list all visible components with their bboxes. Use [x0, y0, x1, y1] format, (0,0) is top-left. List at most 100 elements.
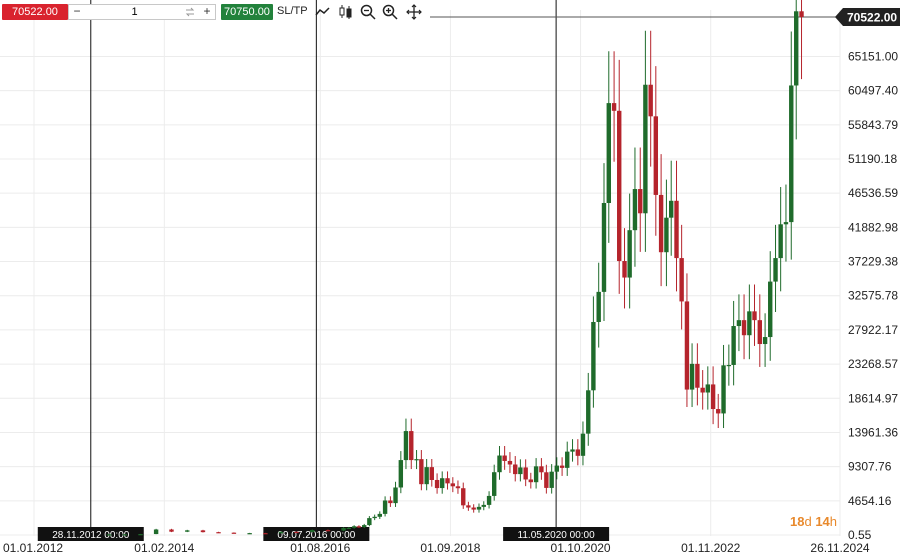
candle-body: [580, 433, 586, 456]
period-marker-label: 28.11.2012 00:00: [52, 530, 130, 541]
zoom-in-icon[interactable]: [381, 3, 399, 21]
candle-body: [518, 467, 523, 475]
bearish-candle: [716, 393, 721, 429]
candle-body: [648, 84, 653, 117]
bullish-candle: [367, 516, 372, 527]
candle-body: [591, 321, 596, 391]
candle-body: [679, 258, 684, 302]
candle-body: [533, 466, 539, 483]
bearish-candle: [658, 154, 664, 287]
quantity-decrease-button[interactable]: −: [73, 4, 81, 18]
bullish-candle: [731, 300, 736, 386]
candle-body: [741, 320, 747, 336]
order-toolbar: 70522.00 − + 70750.00 SL/TP: [0, 0, 430, 24]
candle-body: [789, 85, 794, 223]
candle-body: [731, 326, 736, 365]
period-marker-label: 11.05.2020 00:00: [518, 530, 596, 541]
bullish-candle: [591, 296, 596, 408]
crosshair-move-icon[interactable]: [405, 3, 423, 21]
bullish-candle: [632, 147, 638, 267]
bullish-candle: [424, 458, 429, 491]
y-tick-label: 4654.16: [848, 494, 892, 508]
candle-body: [356, 526, 362, 528]
quantity-increase-button[interactable]: +: [203, 4, 211, 18]
bearish-candle: [466, 501, 471, 511]
bullish-candle: [476, 503, 482, 513]
period-marker-label: 09.07.2016 00:00: [277, 530, 355, 541]
sell-price-button[interactable]: 70522.00: [2, 4, 68, 20]
candle-body: [278, 531, 284, 534]
bullish-candle: [596, 262, 601, 348]
candle-body: [710, 384, 716, 410]
bullish-candle: [565, 441, 570, 476]
candles-icon[interactable]: [337, 3, 355, 21]
quantity-input[interactable]: [87, 5, 182, 19]
candle-body: [794, 11, 799, 86]
candle-body: [398, 460, 404, 488]
bearish-candle: [434, 473, 440, 494]
candle-body: [736, 320, 742, 327]
x-tick-label: 01.08.2016: [290, 541, 350, 555]
bullish-candle: [794, 0, 799, 140]
bearish-candle: [674, 160, 679, 292]
bearish-candle: [539, 458, 544, 480]
bullish-candle: [664, 179, 669, 287]
bearish-candle: [710, 366, 716, 425]
candle-body: [486, 495, 492, 505]
candle-body: [106, 534, 112, 536]
candle-body: [455, 486, 461, 489]
zoom-out-icon[interactable]: [359, 3, 377, 21]
candle-body: [362, 525, 367, 528]
candle-body: [351, 526, 357, 528]
swap-icon[interactable]: [184, 6, 196, 18]
candle-body: [783, 222, 789, 225]
bearish-candle: [622, 228, 627, 309]
candle-body: [606, 103, 611, 203]
x-tick-label: 01.09.2018: [420, 541, 480, 555]
sltp-button[interactable]: SL/TP: [277, 5, 308, 17]
candle-body: [799, 11, 804, 17]
candle-body: [429, 467, 434, 480]
bullish-candle: [247, 532, 252, 535]
period-marker-badge: [37, 527, 144, 541]
candle-body: [658, 194, 664, 253]
bearish-candle: [513, 456, 518, 482]
candle-body: [627, 230, 632, 278]
candle-body: [716, 409, 721, 414]
candle-body: [653, 116, 659, 195]
candle-body: [700, 387, 705, 393]
bearish-candle: [419, 450, 424, 491]
bearish-candle: [741, 294, 747, 360]
bullish-candle: [570, 439, 575, 462]
line-chart-icon[interactable]: [314, 3, 332, 21]
bearish-candle: [559, 457, 565, 476]
bullish-candle: [414, 450, 419, 470]
countdown-days-unit: d: [804, 514, 812, 529]
candle-body: [544, 472, 549, 488]
candle-body: [388, 500, 393, 504]
bullish-candle: [481, 501, 486, 511]
y-tick-label: 9307.76: [848, 460, 892, 474]
bearish-candle: [695, 343, 700, 406]
quantity-stepper: − +: [68, 4, 216, 20]
bearish-candle: [388, 496, 393, 507]
bullish-candle: [554, 457, 559, 480]
bullish-candle: [643, 30, 648, 252]
candle-body: [554, 465, 559, 472]
candle-body: [403, 431, 409, 461]
bullish-candle: [726, 344, 732, 386]
bullish-candle: [736, 294, 742, 352]
bullish-candle: [122, 534, 128, 536]
candle-body: [393, 487, 398, 504]
candle-body: [559, 465, 565, 468]
buy-price-button[interactable]: 70750.00: [221, 4, 273, 20]
candle-body: [310, 530, 315, 532]
candle-body: [601, 202, 607, 292]
bullish-candle: [393, 481, 398, 507]
bullish-candle: [351, 525, 357, 529]
candle-body: [122, 534, 128, 536]
candle-body: [481, 504, 486, 507]
bullish-candle: [549, 464, 554, 494]
x-tick-label: 01.11.2022: [681, 541, 740, 555]
